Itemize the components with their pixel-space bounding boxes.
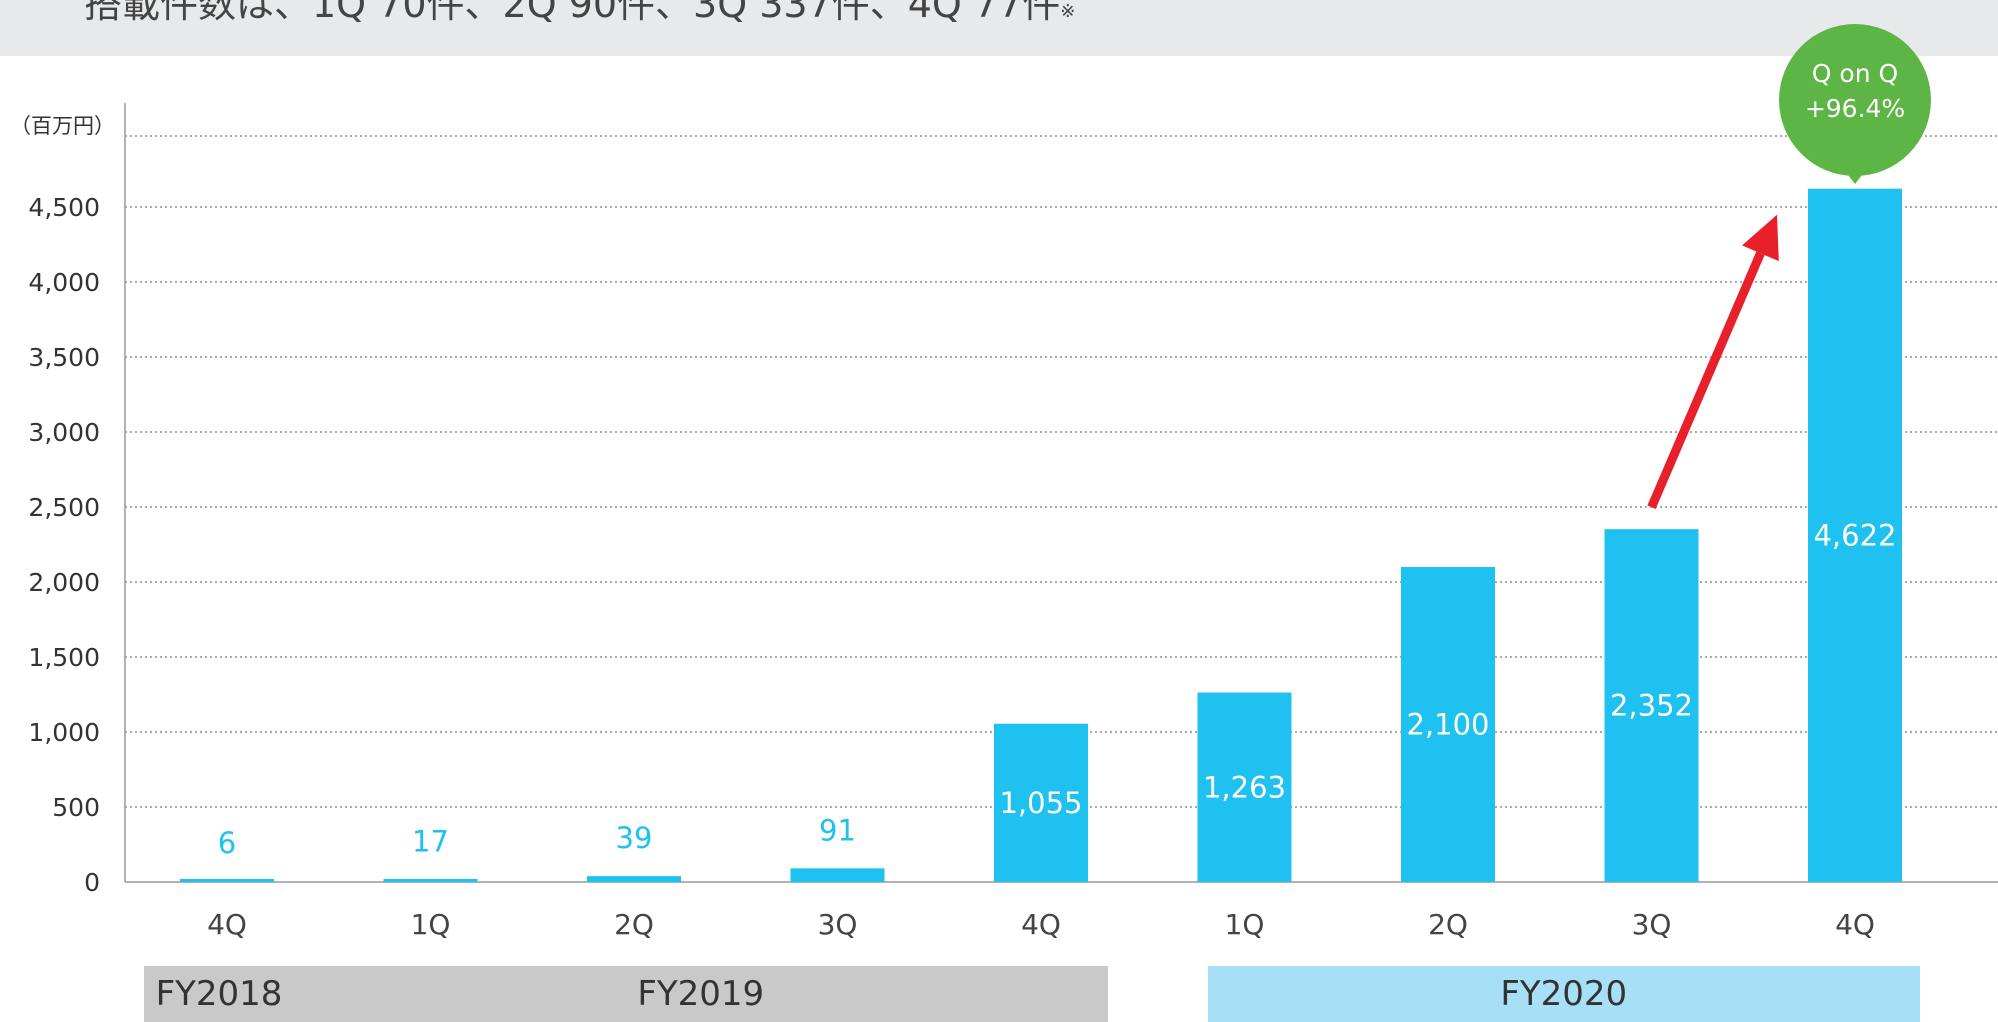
x-tick-label: 4Q xyxy=(207,908,247,941)
page-title: 搭載件数は、1Q 70件、2Q 90件、3Q 337件、4Q 77件※ xyxy=(84,0,1075,32)
bar-value-label: 1,055 xyxy=(999,786,1082,820)
bar xyxy=(790,868,885,882)
bar xyxy=(1604,529,1699,882)
fiscal-year-band: FY2018 xyxy=(144,966,294,1022)
fiscal-year-band: FY2019 xyxy=(293,966,1108,1022)
y-axis-unit-label: （百万円） xyxy=(10,114,115,138)
y-tick-label: 2,500 xyxy=(28,493,100,522)
bar-value-label: 1,263 xyxy=(1203,770,1286,804)
bar-value-label: 4,622 xyxy=(1813,518,1896,552)
growth-arrow-head xyxy=(1742,214,1779,262)
x-tick-label: 3Q xyxy=(818,908,858,941)
title-note-mark: ※ xyxy=(1060,1,1076,22)
bar xyxy=(180,879,274,882)
bar xyxy=(1197,692,1292,882)
growth-arrow-shaft xyxy=(1647,251,1765,509)
x-tick-label: 1Q xyxy=(411,908,451,941)
page-title-text: 搭載件数は、1Q 70件、2Q 90件、3Q 337件、4Q 77件 xyxy=(84,0,1061,26)
y-tick-label: 4,000 xyxy=(28,268,100,297)
bar-value-label: 39 xyxy=(616,821,653,855)
bar xyxy=(1808,188,1902,882)
bar-value-label: 2,100 xyxy=(1406,708,1489,742)
x-tick-label: 2Q xyxy=(614,908,654,941)
y-tick-label: 1,000 xyxy=(28,718,100,747)
callout-line1: Q on Q xyxy=(1812,59,1898,88)
x-tick-label: 2Q xyxy=(1428,908,1468,941)
y-tick-label: 3,500 xyxy=(28,343,100,372)
y-tick-label: 0 xyxy=(84,868,100,897)
header-banner: 搭載件数は、1Q 70件、2Q 90件、3Q 337件、4Q 77件※ xyxy=(0,0,1998,56)
x-tick-label: 1Q xyxy=(1225,908,1265,941)
callout-pointer xyxy=(1841,166,1869,184)
y-tick-label: 2,000 xyxy=(28,568,100,597)
bar-value-label: 91 xyxy=(819,813,856,847)
y-tick-label: 4,500 xyxy=(28,193,100,222)
bar-value-label: 17 xyxy=(412,824,449,858)
bar-value-label: 6 xyxy=(218,826,236,860)
bar xyxy=(383,879,478,882)
callout-line2: +96.4% xyxy=(1805,94,1905,123)
x-tick-label: 3Q xyxy=(1632,908,1672,941)
y-tick-label: 500 xyxy=(52,793,100,822)
bar-value-label: 2,352 xyxy=(1610,689,1693,723)
bar xyxy=(1401,567,1495,882)
x-tick-label: 4Q xyxy=(1021,908,1061,941)
callout-bubble xyxy=(1779,24,1931,176)
y-tick-label: 3,000 xyxy=(28,418,100,447)
bar xyxy=(587,876,681,882)
fiscal-year-band: FY2020 xyxy=(1207,966,1920,1022)
x-tick-label: 4Q xyxy=(1835,908,1875,941)
y-tick-label: 1,500 xyxy=(28,643,100,672)
bar xyxy=(994,723,1088,882)
